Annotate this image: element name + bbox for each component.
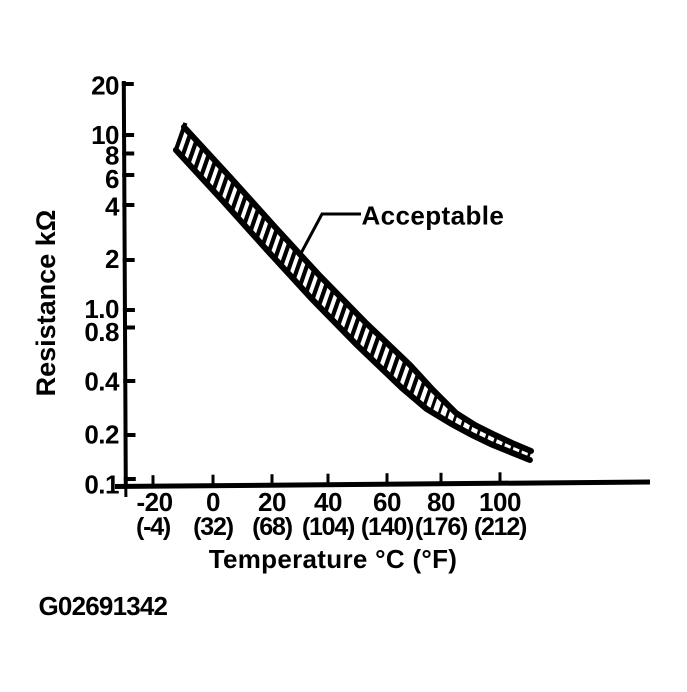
svg-text:0.2: 0.2 (84, 420, 119, 450)
svg-text:(-4): (-4) (136, 513, 171, 541)
svg-text:(104): (104) (302, 513, 355, 541)
svg-text:60: 60 (373, 487, 401, 517)
svg-text:G02691342: G02691342 (39, 591, 168, 621)
svg-text:10: 10 (91, 120, 119, 150)
svg-text:(176): (176) (415, 513, 468, 541)
svg-text:2: 2 (105, 244, 119, 274)
svg-text:-20: -20 (136, 487, 172, 517)
svg-text:0.4: 0.4 (84, 367, 120, 397)
svg-text:Temperature °C (°F): Temperature °C (°F) (209, 544, 458, 574)
svg-text:1.0: 1.0 (84, 294, 119, 324)
svg-text:20: 20 (91, 71, 119, 101)
svg-text:0.8: 0.8 (84, 317, 119, 347)
svg-text:(140): (140) (361, 513, 414, 541)
svg-text:40: 40 (314, 487, 342, 517)
svg-text:80: 80 (427, 487, 455, 517)
svg-text:6: 6 (105, 164, 119, 194)
svg-text:Acceptable: Acceptable (362, 201, 505, 231)
svg-text:(212): (212) (474, 513, 527, 541)
svg-text:20: 20 (258, 487, 286, 517)
svg-text:0: 0 (206, 487, 220, 517)
svg-text:4: 4 (105, 192, 120, 222)
svg-text:0.1: 0.1 (84, 470, 119, 500)
svg-text:(32): (32) (193, 513, 234, 541)
svg-text:(68): (68) (252, 513, 293, 541)
svg-text:Resistance kΩ: Resistance kΩ (31, 210, 61, 397)
svg-text:8: 8 (105, 141, 119, 171)
svg-text:100: 100 (479, 487, 521, 517)
